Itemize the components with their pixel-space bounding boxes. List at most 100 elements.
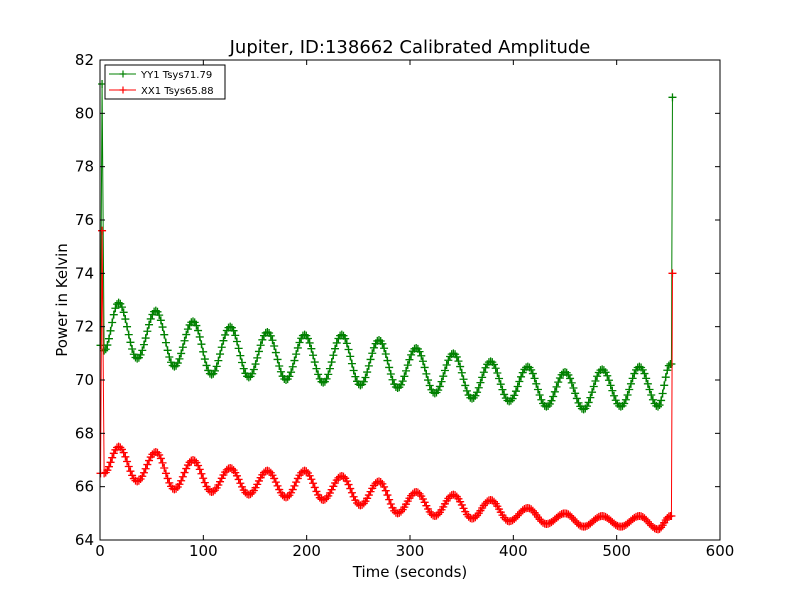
y-tick-label: 74: [75, 264, 94, 282]
legend-marker-yy1: [119, 70, 127, 78]
data-point: [385, 363, 394, 372]
data-point: [309, 479, 318, 488]
data-point: [231, 331, 240, 340]
data-point: [591, 377, 600, 386]
data-point: [342, 339, 351, 348]
data-point: [217, 343, 226, 352]
data-point: [420, 363, 429, 372]
ticks-layer: 0 100 200 300 400 500 600 64 66 68 70 72 74 76 78 80 82: [75, 51, 734, 560]
data-point: [381, 486, 390, 495]
data-point: [182, 330, 191, 339]
data-point: [126, 338, 135, 347]
data-point: [606, 381, 615, 390]
data-point: [610, 391, 619, 400]
data-point: [496, 380, 505, 389]
data-point: [566, 374, 575, 383]
data-point: [511, 387, 520, 396]
data-point: [566, 511, 575, 520]
data-point: [582, 402, 591, 411]
data-point: [268, 336, 277, 345]
data-point: [418, 357, 427, 366]
data-point: [412, 344, 421, 352]
series-1: [96, 226, 677, 534]
y-tick-label: 68: [75, 424, 94, 442]
data-point: [349, 492, 358, 501]
data-point: [305, 471, 314, 480]
data-point: [621, 395, 630, 404]
data-point: [270, 342, 279, 351]
data-point: [143, 460, 152, 469]
data-point: [202, 361, 211, 370]
data-point: [173, 359, 182, 368]
data-point: [265, 467, 274, 476]
data-point: [320, 495, 329, 504]
data-point: [136, 350, 145, 359]
data-point: [500, 390, 509, 399]
data-point: [611, 396, 620, 405]
data-point: [182, 464, 191, 473]
data-point: [253, 480, 262, 489]
data-point: [456, 362, 465, 371]
data-point: [141, 334, 150, 343]
data-point: [346, 352, 355, 361]
data-point: [420, 498, 429, 507]
legend: YY1 Tsys71.79 XX1 Tsys65.88: [104, 64, 226, 100]
data-point: [457, 500, 466, 509]
data-point: [194, 326, 203, 335]
data-point: [141, 464, 150, 473]
data-point: [364, 491, 373, 500]
data-point: [408, 489, 417, 498]
data-point: [312, 487, 321, 496]
data-point: [189, 317, 197, 326]
data-point: [381, 350, 390, 359]
legend-marker-xx1: [119, 86, 127, 94]
data-point: [209, 487, 218, 496]
data-point: [163, 474, 172, 483]
data-point: [451, 491, 460, 500]
data-point: [554, 378, 563, 387]
data-point: [177, 349, 186, 358]
y-tick-label: 80: [75, 104, 94, 122]
data-point: [219, 336, 228, 345]
data-point: [119, 308, 128, 317]
data-point: [197, 340, 206, 349]
data-point: [172, 484, 181, 493]
data-point: [190, 456, 199, 465]
data-point: [567, 513, 576, 522]
data-point: [145, 320, 154, 329]
data-point: [246, 490, 255, 499]
data-point: [344, 480, 353, 489]
legend-box: [104, 64, 226, 100]
data-point: [234, 475, 243, 484]
data-point: [216, 350, 225, 359]
data-point: [586, 393, 595, 402]
data-point: [380, 482, 389, 491]
data-point: [668, 93, 677, 102]
data-point: [663, 366, 672, 375]
data-point: [371, 479, 380, 488]
data-point: [119, 448, 128, 457]
data-point: [464, 512, 473, 521]
data-point: [517, 372, 526, 381]
data-point: [214, 356, 223, 365]
data-point: [442, 361, 451, 370]
data-point: [260, 468, 269, 477]
data-point: [106, 326, 115, 335]
data-point: [121, 315, 130, 324]
y-tick-label: 72: [75, 318, 94, 336]
data-point: [273, 355, 282, 364]
data-point: [232, 471, 241, 480]
data-point: [366, 355, 375, 364]
data-point: [232, 337, 241, 346]
data-point: [123, 322, 132, 331]
data-point: [603, 371, 612, 380]
data-point: [608, 386, 617, 395]
data-point: [358, 500, 367, 509]
data-point: [124, 330, 133, 339]
data-point: [571, 516, 580, 525]
data-point: [238, 358, 247, 367]
data-point: [216, 477, 225, 486]
data-point: [415, 347, 424, 356]
data-point: [128, 345, 137, 353]
